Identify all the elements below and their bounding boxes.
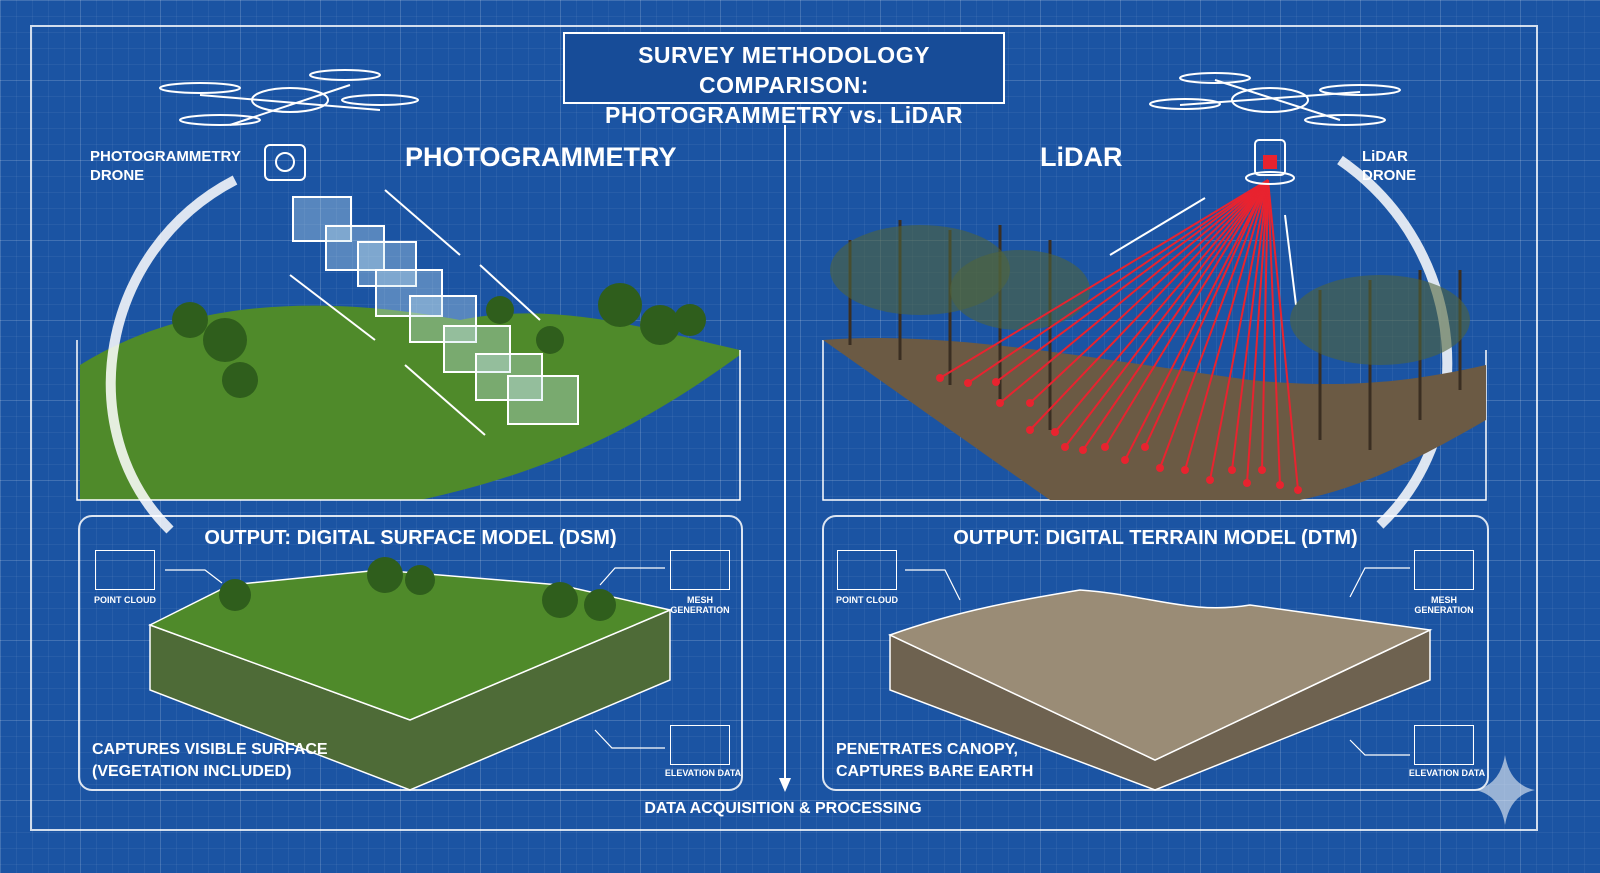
point-cloud-thumbnail — [95, 550, 155, 590]
grass-hill — [80, 305, 740, 500]
outer-frame — [30, 25, 1538, 831]
down-arrow-icon — [779, 778, 791, 792]
point-cloud-thumbnail — [837, 550, 897, 590]
elevation-label: ELEVATION DATA — [664, 768, 742, 778]
lidar-drone-label: LiDAR DRONE — [1362, 148, 1417, 184]
laser-return-point — [1243, 479, 1251, 487]
mesh-thumbnail — [1414, 550, 1474, 590]
laser-return-point — [996, 399, 1004, 407]
sparkle-icon — [1475, 755, 1535, 825]
laser-beam — [1231, 179, 1269, 471]
photogrammetry-heading: PHOTOGRAMMETRY — [405, 142, 677, 172]
dsm-output-panel: OUTPUT: DIGITAL SURFACE MODEL (DSM) POIN… — [78, 515, 743, 791]
laser-beam — [939, 179, 1269, 379]
laser-beam — [1246, 179, 1269, 484]
lidar-sensor-icon — [1263, 155, 1277, 169]
title-line-2: PHOTOGRAMMETRY vs. LiDAR — [605, 102, 963, 128]
laser-points — [936, 374, 1302, 494]
photo-frames — [292, 196, 579, 425]
laser-return-point — [936, 374, 944, 382]
lidar-heading: LiDAR — [1040, 142, 1123, 172]
curved-arrow-left — [105, 175, 238, 534]
elevation-thumbnail — [670, 725, 730, 765]
footer-label: DATA ACQUISITION & PROCESSING — [644, 800, 922, 817]
laser-return-point — [992, 378, 1000, 386]
camera-icon — [264, 144, 306, 181]
mesh-thumbnail — [670, 550, 730, 590]
laser-beam — [1064, 179, 1269, 448]
laser-beam — [1144, 179, 1269, 448]
mesh-label: MESH GENERATION — [1414, 595, 1474, 615]
laser-beam — [1124, 179, 1269, 461]
connector-lines — [165, 567, 1410, 756]
laser-beam — [1159, 179, 1269, 469]
point-cloud-label: POINT CLOUD — [94, 595, 156, 605]
laser-return-point — [1101, 443, 1109, 451]
laser-return-point — [1051, 428, 1059, 436]
photogrammetry-drone-label: PHOTOGRAMMETRY DRONE — [90, 148, 241, 184]
title-line-1: SURVEY METHODOLOGY COMPARISON: — [638, 42, 930, 98]
elevation-label: ELEVATION DATA — [1408, 768, 1486, 778]
mesh-label: MESH GENERATION — [670, 595, 730, 615]
laser-beam — [1267, 179, 1299, 491]
dsm-trees — [219, 557, 616, 621]
laser-return-point — [1121, 456, 1129, 464]
forest-ground — [823, 338, 1486, 500]
elevation-thumbnail — [1414, 725, 1474, 765]
laser-beams — [939, 179, 1299, 491]
photogrammetry-drone-icon — [159, 69, 419, 181]
laser-beam — [967, 179, 1269, 384]
dtm-surface — [888, 589, 1433, 761]
laser-return-point — [1026, 399, 1034, 407]
laser-return-point — [1061, 443, 1069, 451]
dsm-caption: CAPTURES VISIBLE SURFACE (VEGETATION INCL… — [92, 741, 328, 780]
laser-return-point — [1294, 486, 1302, 494]
laser-return-point — [1079, 446, 1087, 454]
laser-beam — [1267, 179, 1281, 486]
dsm-output-title: OUTPUT: DIGITAL SURFACE MODEL (DSM) — [204, 527, 617, 549]
laser-return-point — [1228, 466, 1236, 474]
lidar-drone-icon — [1149, 72, 1401, 185]
laser-beam — [1029, 179, 1269, 404]
laser-beam — [1054, 179, 1269, 433]
laser-beam — [995, 179, 1269, 383]
laser-beam — [1082, 179, 1269, 451]
dtm-caption: PENETRATES CANOPY, CAPTURES BARE EARTH — [836, 741, 1034, 780]
laser-return-point — [1156, 464, 1164, 472]
point-cloud-label: POINT CLOUD — [836, 595, 898, 605]
laser-beam — [1209, 179, 1269, 481]
laser-return-point — [1258, 466, 1266, 474]
laser-beam — [1104, 179, 1269, 448]
laser-return-point — [1141, 443, 1149, 451]
canopy-right — [830, 225, 1470, 365]
laser-beam — [999, 179, 1269, 404]
laser-beam — [1184, 179, 1269, 471]
laser-return-point — [1206, 476, 1214, 484]
dtm-output-title: OUTPUT: DIGITAL TERRAIN MODEL (DTM) — [953, 527, 1358, 549]
laser-return-point — [964, 379, 972, 387]
dtm-output-panel: OUTPUT: DIGITAL TERRAIN MODEL (DTM) POIN… — [822, 515, 1489, 791]
laser-beam — [1029, 179, 1269, 431]
laser-return-point — [1181, 466, 1189, 474]
laser-return-point — [1276, 481, 1284, 489]
trees-left — [172, 283, 706, 398]
laser-beam — [1261, 179, 1269, 471]
title-box: SURVEY METHODOLOGY COMPARISON: PHOTOGRAM… — [563, 32, 1005, 128]
laser-return-point — [1026, 426, 1034, 434]
flight-arrows — [289, 189, 1297, 436]
